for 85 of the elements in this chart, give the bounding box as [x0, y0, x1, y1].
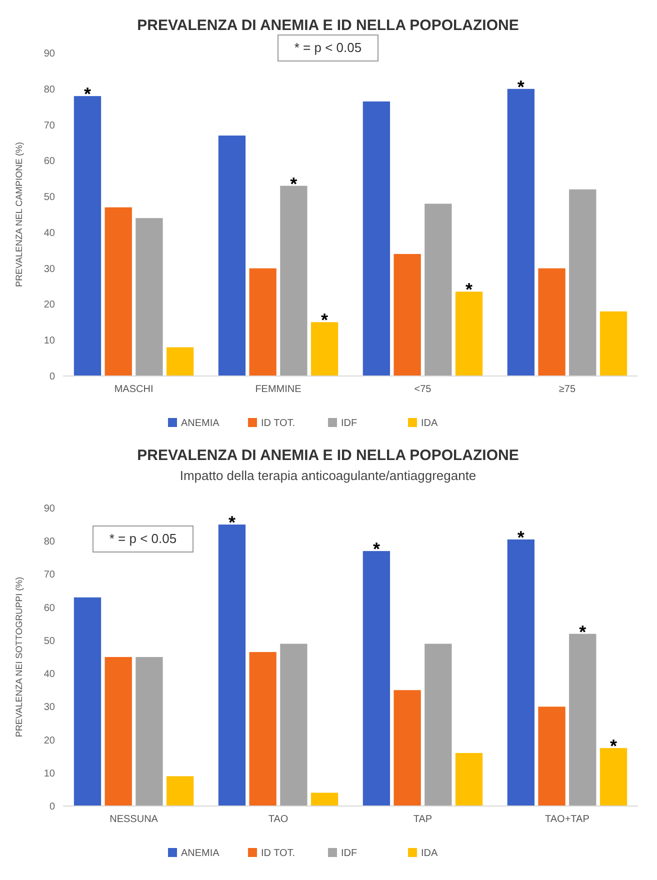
legend-label: ANEMIA — [181, 848, 220, 859]
bar — [507, 539, 534, 806]
y-tick-label: 0 — [49, 372, 56, 382]
bar — [218, 136, 246, 376]
y-tick-label: 70 — [44, 120, 56, 132]
legend-label: ID TOT. — [261, 418, 296, 429]
bar — [74, 597, 102, 806]
x-tick-label: TAP — [413, 814, 432, 825]
chart-title: PREVALENZA DI ANEMIA E ID NELLA POPOLAZIONE — [137, 447, 519, 464]
bar — [218, 524, 246, 806]
bar — [74, 96, 102, 376]
bar — [394, 690, 421, 806]
y-tick-label: 20 — [44, 300, 56, 311]
bar — [249, 652, 276, 806]
legend-label: ID TOT. — [261, 848, 296, 859]
bar — [310, 322, 338, 376]
y-tick-label: 90 — [44, 48, 56, 60]
bar — [424, 644, 452, 806]
bar — [362, 551, 390, 806]
bar — [362, 101, 390, 376]
y-tick-label: 0 — [49, 802, 56, 812]
y-tick-label: 40 — [44, 228, 56, 239]
y-tick-label: 30 — [44, 702, 56, 714]
bar — [538, 706, 566, 806]
y-tick-label: 70 — [44, 570, 56, 581]
x-tick-label: ≥75 — [558, 384, 576, 395]
x-tick-label: TAO+TAP — [545, 814, 590, 825]
data-label: * — [228, 512, 236, 533]
bar — [136, 657, 163, 806]
x-tick-label: <75 — [414, 384, 432, 395]
y-axis-title: PREVALENZA NEI SOTTOGRUPPI (%) — [14, 576, 24, 738]
data-label: * — [579, 622, 586, 642]
data-label: * — [517, 527, 524, 548]
chart-title: PREVALENZA DI ANEMIA E ID NELLA POPOLAZIONE — [137, 17, 519, 34]
data-label: * — [372, 539, 380, 560]
bar — [424, 204, 452, 376]
y-tick-label: 80 — [44, 536, 56, 548]
y-tick-label: 10 — [44, 768, 56, 780]
bar — [507, 88, 534, 376]
bar — [166, 776, 194, 806]
data-label: * — [466, 280, 473, 300]
data-label: * — [321, 310, 328, 330]
y-tick-label: 10 — [44, 336, 56, 347]
data-label: * — [84, 84, 92, 104]
legend-label: IDF — [341, 418, 358, 429]
bar — [569, 189, 596, 376]
annotation: * = p < 0.05 — [109, 531, 177, 546]
y-tick-label: 40 — [44, 669, 56, 680]
bar — [310, 792, 338, 806]
y-tick-label: 60 — [44, 602, 56, 614]
y-axis-title: PREVALENZA NEL CAMPIONE (%) — [14, 142, 24, 288]
bar — [569, 634, 596, 806]
bar — [600, 748, 628, 806]
bar — [455, 292, 483, 376]
legend-label: ANEMIA — [181, 418, 220, 429]
data-label: * — [290, 174, 298, 194]
bar — [600, 311, 628, 376]
bar — [280, 644, 308, 806]
bar — [166, 347, 194, 376]
y-tick-label: 60 — [44, 156, 56, 168]
bar — [104, 657, 132, 806]
bar — [136, 218, 163, 376]
x-tick-label: MASCHI — [114, 384, 154, 395]
legend-label: IDA — [421, 848, 438, 859]
data-label: * — [610, 736, 618, 756]
legend-label: IDF — [341, 848, 358, 859]
y-tick-label: 20 — [44, 735, 56, 746]
y-tick-label: 50 — [44, 192, 56, 204]
bar — [280, 186, 308, 376]
bar — [455, 753, 483, 806]
x-tick-label: FEMMINE — [255, 384, 302, 395]
y-tick-label: 90 — [44, 504, 56, 514]
data-label: * — [517, 76, 524, 97]
bar — [104, 207, 132, 376]
chart-subtitle: Impatto della terapia anticoagulante/antiaggregante — [180, 468, 476, 483]
y-tick-label: 30 — [44, 264, 56, 275]
y-tick-label: 50 — [44, 636, 56, 647]
annotation: * = p < 0.05 — [294, 40, 362, 55]
bar — [394, 254, 421, 376]
y-tick-label: 80 — [44, 84, 56, 96]
x-tick-label: TAO — [268, 814, 288, 825]
bar — [249, 268, 276, 376]
legend-label: IDA — [421, 418, 438, 429]
bar — [538, 268, 566, 376]
x-tick-label: NESSUNA — [110, 814, 158, 825]
